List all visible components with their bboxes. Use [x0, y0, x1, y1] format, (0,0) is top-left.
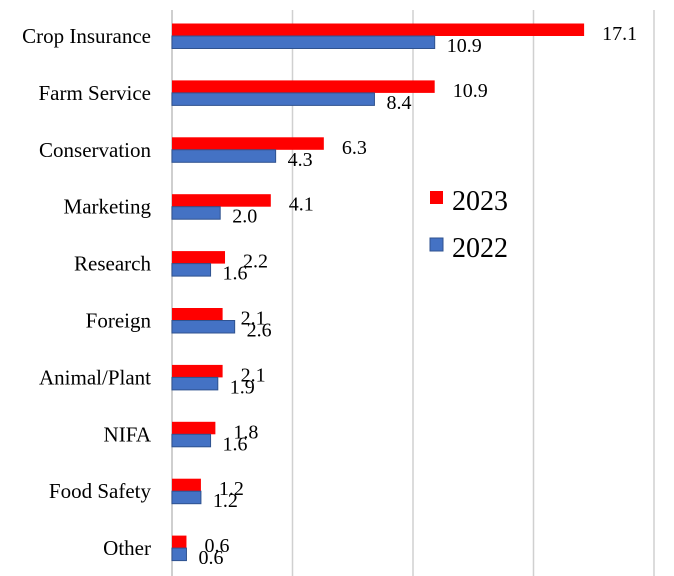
- bar-2023-foreign: [172, 308, 223, 321]
- value-label-2023-other: 0.6: [204, 535, 229, 557]
- bar-2023-food-safety: [172, 478, 201, 492]
- category-labels: Crop Insurance Farm Service Conservation Ma…: [22, 24, 152, 560]
- value-label-2023-conservation: 6.3: [342, 137, 367, 159]
- category-label-animal-plant: Animal/Plant: [39, 365, 151, 389]
- bar-2023-research: [172, 251, 226, 264]
- value-label-2023-nifa: 1.8: [233, 421, 258, 443]
- value-label-2023-animal-plant: 2.1: [241, 364, 266, 386]
- category-label-other: Other: [103, 536, 151, 560]
- value-label-2022-animal-plant: 1.9: [230, 376, 255, 398]
- bar-2022-food-safety: [171, 490, 202, 505]
- bar-2023-conservation: [172, 137, 324, 150]
- value-label-2022-marketing: 2.0: [232, 206, 257, 228]
- bars: [171, 23, 585, 562]
- category-label-nifa: NIFA: [104, 422, 152, 446]
- bar-2023-nifa: [172, 421, 216, 435]
- value-label-2022-other: 0.6: [198, 547, 223, 569]
- value-label-2023-food-safety: 1.2: [219, 478, 244, 500]
- bar-2023-other: [172, 535, 187, 549]
- value-label-2022-nifa: 1.6: [223, 433, 248, 455]
- bar-2022-research: [171, 263, 212, 277]
- category-label-crop-insurance: Crop Insurance: [22, 24, 151, 48]
- bar-2023-crop-insurance: [172, 23, 585, 36]
- value-label-2023-marketing: 4.1: [289, 194, 314, 216]
- category-label-research: Research: [74, 252, 151, 276]
- value-labels: 17.110.910.98.46.34.34.12.02.21.62.12.62…: [198, 23, 637, 569]
- bar-2022-animal-plant: [171, 376, 219, 391]
- value-label-2022-farm-service: 8.4: [386, 92, 411, 114]
- legend-label-2022: 2022: [452, 233, 508, 264]
- value-label-2023-research: 2.2: [243, 251, 268, 273]
- value-label-2022-conservation: 4.3: [288, 149, 313, 171]
- bar-2023-farm-service: [172, 80, 435, 93]
- value-label-2022-foreign: 2.6: [247, 320, 272, 342]
- legend: 2023 2022: [429, 186, 508, 264]
- bar-2022-nifa: [171, 433, 212, 448]
- category-label-foreign: Foreign: [86, 309, 152, 333]
- value-label-2023-farm-service: 10.9: [453, 80, 488, 102]
- bar-2022-crop-insurance: [171, 35, 436, 49]
- legend-label-2023: 2023: [452, 186, 508, 217]
- category-label-farm-service: Farm Service: [38, 81, 151, 105]
- legend-swatch-2022: [429, 237, 444, 252]
- category-label-conservation: Conservation: [39, 138, 151, 162]
- bar-2022-farm-service: [171, 92, 375, 106]
- category-label-marketing: Marketing: [64, 195, 152, 219]
- legend-swatch-2023: [430, 191, 443, 204]
- category-label-food-safety: Food Safety: [49, 479, 152, 503]
- bar-2023-marketing: [172, 194, 271, 207]
- bar-2023-animal-plant: [172, 364, 223, 378]
- value-label-2023-crop-insurance: 17.1: [602, 23, 637, 45]
- value-label-2022-research: 1.6: [223, 263, 248, 285]
- bar-2022-foreign: [171, 320, 236, 334]
- bar-2022-marketing: [171, 206, 221, 220]
- bar-2022-other: [171, 547, 187, 562]
- bar-2022-conservation: [171, 149, 277, 163]
- value-label-2023-foreign: 2.1: [241, 308, 266, 330]
- value-label-2022-food-safety: 1.2: [213, 490, 238, 512]
- value-label-2022-crop-insurance: 10.9: [447, 35, 482, 57]
